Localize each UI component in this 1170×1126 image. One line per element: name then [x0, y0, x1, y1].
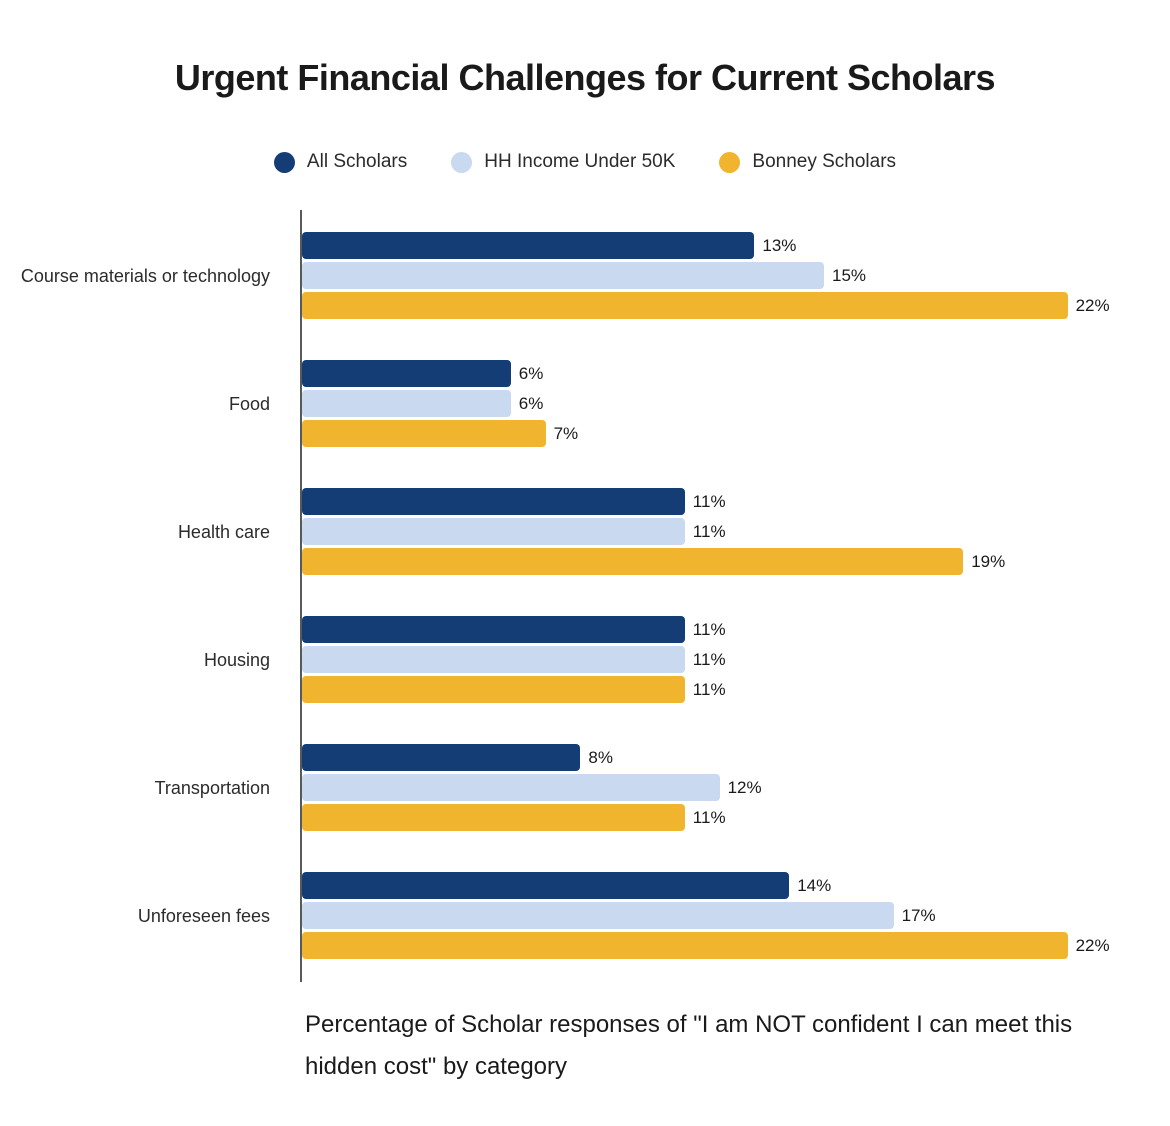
category-label: Housing	[203, 649, 270, 670]
category-group: Transportation 8% 12% 11%	[0, 744, 1170, 831]
bar-value-label: 22%	[1075, 295, 1110, 315]
category-label: Transportation	[154, 777, 270, 798]
bar	[302, 676, 685, 703]
category-label: Health care	[177, 521, 270, 542]
bar	[302, 616, 685, 643]
legend-label-all-scholars: All Scholars	[306, 151, 408, 172]
bar-row: 15%	[302, 262, 1170, 289]
bar	[302, 390, 511, 417]
chart-caption-line1: Percentage of Scholar responses of "I am…	[305, 1011, 1073, 1038]
category-label: Unforeseen fees	[137, 905, 270, 926]
bar-row: 14%	[302, 872, 1170, 899]
bar-value-label: 11%	[692, 649, 726, 669]
bar-row: 11%	[302, 616, 1170, 643]
bar-value-label: 12%	[727, 777, 762, 797]
bar-row: 6%	[302, 390, 1170, 417]
bar-row: 22%	[302, 292, 1170, 319]
legend-item-hh-income-under-50k: HH Income Under 50K	[451, 151, 675, 173]
bar-row: 22%	[302, 932, 1170, 959]
bar-row: 7%	[302, 420, 1170, 447]
category-group: Unforeseen fees 14% 17% 22%	[0, 872, 1170, 959]
bar-row: 19%	[302, 548, 1170, 575]
bar-value-label: 11%	[692, 679, 726, 699]
bar-value-label: 6%	[518, 393, 544, 413]
bar	[302, 646, 685, 673]
bar-value-label: 22%	[1075, 935, 1110, 955]
bar	[302, 902, 894, 929]
bar	[302, 548, 964, 575]
bar-value-label: 15%	[832, 265, 867, 285]
legend-item-bonney-scholars: Bonney Scholars	[719, 151, 896, 173]
legend: All Scholars HH Income Under 50K Bonney …	[0, 142, 1170, 182]
bar-row: 13%	[302, 232, 1170, 259]
bar-row: 8%	[302, 744, 1170, 771]
category-label: Food	[228, 393, 270, 414]
bar	[302, 774, 720, 801]
bar	[302, 360, 511, 387]
bar-row: 11%	[302, 518, 1170, 545]
bar-row: 12%	[302, 774, 1170, 801]
bar	[302, 744, 581, 771]
bar	[302, 262, 824, 289]
legend-label-bonney-scholars: Bonney Scholars	[752, 151, 897, 172]
bar	[302, 488, 685, 515]
bar-row: 11%	[302, 804, 1170, 831]
bar-row: 11%	[302, 488, 1170, 515]
category-group: Housing 11% 11% 11%	[0, 616, 1170, 703]
bar-value-label: 11%	[692, 807, 726, 827]
bar-value-label: 8%	[588, 747, 613, 767]
bar	[302, 420, 546, 447]
bar	[302, 292, 1068, 319]
bar-value-label: 19%	[971, 551, 1006, 571]
bar	[302, 932, 1068, 959]
category-group: Food 6% 6% 7%	[0, 360, 1170, 447]
chart-plot-area: Course materials or technology 13% 15% 22% F…	[0, 210, 1170, 982]
bar-value-label: 14%	[797, 875, 832, 895]
chart-caption: Percentage of Scholar responses of "I am…	[305, 1004, 1115, 1088]
bar	[302, 232, 755, 259]
bar-row: 11%	[302, 646, 1170, 673]
bar	[302, 804, 685, 831]
bar-value-label: 17%	[901, 905, 936, 925]
chart-title: Urgent Financial Challenges for Current …	[174, 57, 996, 98]
bar	[302, 872, 790, 899]
category-group: Health care 11% 11% 19%	[0, 488, 1170, 575]
category-group: Course materials or technology 13% 15% 22%	[0, 232, 1170, 319]
bar-value-label: 11%	[692, 619, 726, 639]
legend-dot-bonney-scholars	[719, 151, 741, 173]
legend-label-hh-income-under-50k: HH Income Under 50K	[484, 151, 676, 172]
bar-value-label: 11%	[692, 521, 726, 541]
bar-row: 11%	[302, 676, 1170, 703]
legend-dot-all-scholars	[273, 151, 295, 173]
bar	[302, 518, 685, 545]
category-label: Course materials or technology	[20, 265, 270, 286]
bar-groups: Course materials or technology 13% 15% 22% F…	[0, 232, 1170, 1000]
bar-row: 6%	[302, 360, 1170, 387]
bar-value-label: 6%	[518, 363, 544, 383]
legend-item-all-scholars: All Scholars	[273, 151, 408, 173]
chart-caption-line2: hidden cost" by category	[305, 1053, 568, 1080]
bar-value-label: 7%	[553, 423, 579, 443]
bar-row: 17%	[302, 902, 1170, 929]
bar-value-label: 13%	[762, 235, 797, 255]
y-axis-line	[300, 210, 302, 982]
bar-value-label: 11%	[692, 491, 726, 511]
legend-dot-hh-income-under-50k	[451, 151, 473, 173]
